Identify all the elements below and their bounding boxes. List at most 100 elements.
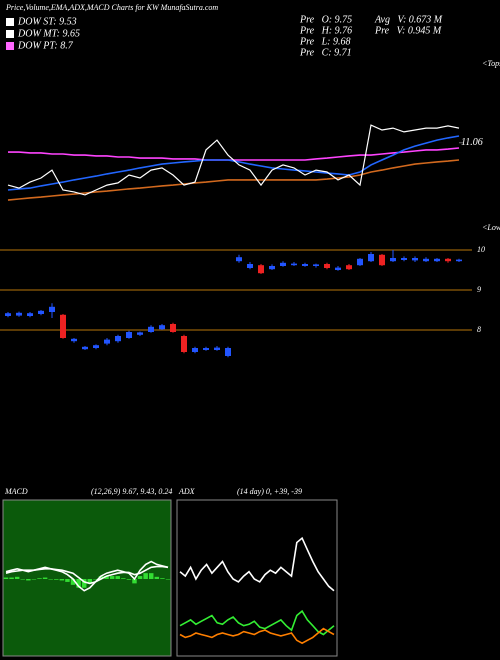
stat: Pre L: 9.68 [299,36,350,47]
histogram-bar [37,578,42,579]
stat: Pre C: 9.71 [299,47,352,58]
histogram-bar [14,576,20,579]
candle-body [192,348,198,352]
candle-body [291,263,297,266]
histogram-bar [87,579,93,584]
panel-title: MACD [4,487,28,496]
candle-body [324,264,330,268]
candle-body [148,326,154,332]
candle-body [170,324,176,332]
histogram-bar [26,579,31,581]
histogram-bar [137,576,143,579]
series-line [179,536,335,592]
annotation: <Tops [482,59,500,68]
histogram-bar [109,576,115,579]
stat: Pre H: 9.76 [299,25,352,36]
panel-subtitle: (14 day) 0, +39, -39 [237,487,302,496]
page-title: Price,Volume,EMA,ADX,MACD Charts for KW … [5,3,218,12]
histogram-bar [126,579,132,580]
candle-body [38,310,44,314]
series-line [179,627,335,645]
series-line [7,135,460,191]
histogram-bar [104,576,109,579]
y-tick-label: 8 [477,325,481,334]
histogram-bar [165,579,171,580]
candle-body [82,346,88,350]
candle-body [368,254,374,262]
candle-body [203,348,209,350]
stat: Avg V: 0.673 M [374,14,443,25]
candle-body [16,312,22,316]
histogram-bar [98,576,104,579]
legend-swatch [6,30,14,38]
histogram-bar [31,579,37,580]
histogram-bar [132,579,137,584]
histogram-bar [20,579,25,580]
candle-body [93,345,99,348]
candle-body [390,258,396,262]
candle-body [346,265,352,270]
stat: Pre V: 0.945 M [374,25,442,36]
candle-body [60,314,66,338]
candle-body [434,258,440,262]
histogram-bar [115,576,120,579]
candle-body [104,339,110,344]
candle-body [5,313,11,316]
histogram-bar [76,579,81,588]
candle-body [126,332,132,338]
histogram-bar [59,579,65,581]
histogram-bar [149,573,154,579]
panel [176,499,338,657]
candle-body [159,325,165,330]
candle-body [247,264,253,268]
candle-body [313,264,319,266]
histogram-bar [9,577,14,579]
candle-body [181,336,187,352]
panel-subtitle: (12,26,9) 9.67, 9.43, 0.24 [91,487,172,496]
candle-body [27,313,33,316]
legend-swatch [6,18,14,26]
legend-swatch [6,42,14,50]
y-tick-label: 11.06 [461,137,483,148]
candle-body [302,264,308,266]
candle-body [214,347,220,350]
legend-label: DOW PT: 8.7 [17,40,74,51]
annotation: <Lows [482,223,500,232]
candle-body [236,257,242,262]
candle-body [456,259,462,262]
candle-body [225,348,231,356]
histogram-bar [160,578,165,579]
candle-body [269,266,275,270]
candle-body [423,258,429,262]
y-tick-label: 10 [477,245,485,254]
candle-body [258,265,264,274]
histogram-bar [154,576,160,579]
candle-body [412,258,418,261]
histogram-bar [65,579,70,582]
candle-body [280,262,286,266]
candle-body [379,254,385,266]
panel [2,499,172,657]
stat: Pre O: 9.75 [299,14,352,25]
candle-body [445,258,451,262]
legend-label: DOW MT: 9.65 [17,28,80,39]
candle-body [357,258,363,266]
histogram-bar [93,579,98,580]
series-line [5,560,169,592]
candle-body [115,336,121,342]
histogram-bar [48,579,53,580]
candle-body [401,258,407,260]
legend-label: DOW ST: 9.53 [17,16,77,27]
y-tick-label: 9 [477,285,481,294]
candle-body [71,338,77,342]
histogram-bar [42,577,48,579]
candle-body [49,306,55,312]
histogram-bar [121,578,126,579]
histogram-bar [54,579,59,580]
candle-body [137,332,143,335]
histogram-bar [3,577,9,579]
series-line [179,609,335,636]
candle-body [335,267,341,270]
